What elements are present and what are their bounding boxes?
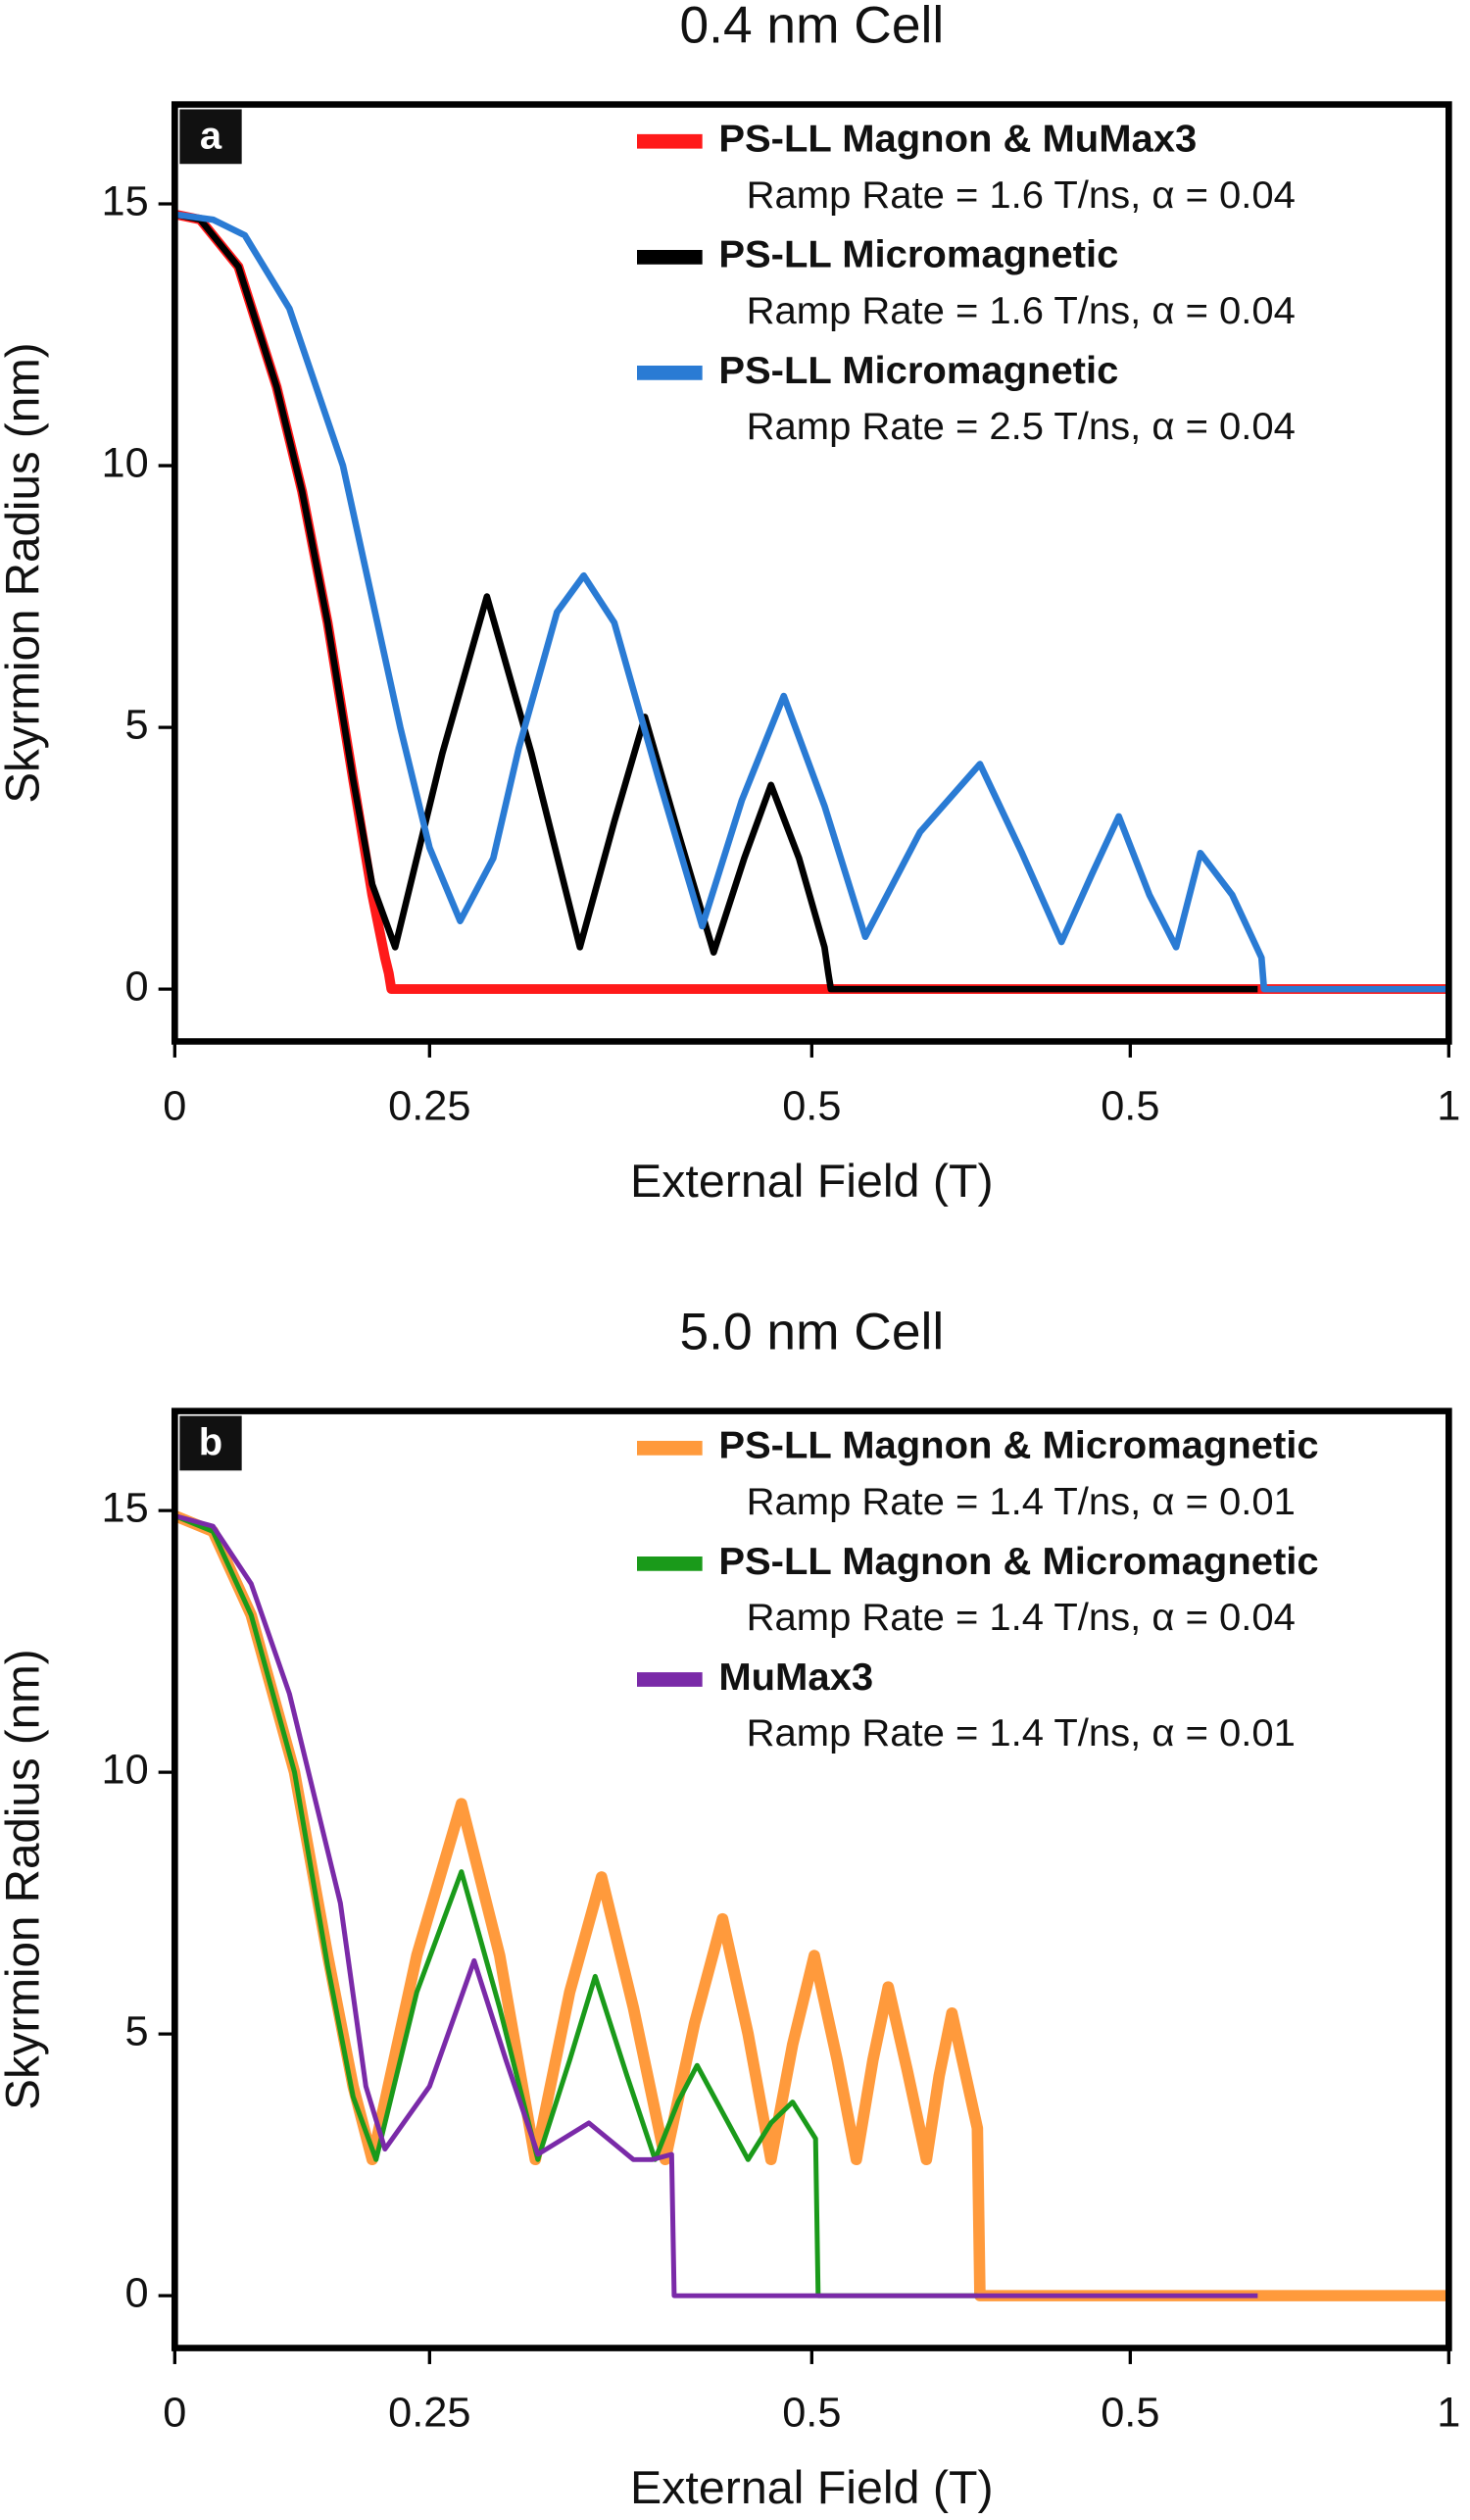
x-tick-label: 0.5 [1101, 2390, 1159, 2437]
legend-name: PS-LL Micromagnetic [718, 349, 1118, 392]
legend-details: Ramp Rate = 1.4 T/ns, α = 0.04 [747, 1596, 1296, 1639]
y-tick-label: 5 [125, 2008, 149, 2055]
y-tick-label: 15 [101, 1485, 148, 1532]
x-tick-label: 0.5 [782, 2390, 841, 2437]
legend-details: Ramp Rate = 1.4 T/ns, α = 0.01 [747, 1712, 1296, 1755]
legend-name: PS-LL Magnon & MuMax3 [718, 118, 1197, 161]
x-tick-label: 1 [1437, 1083, 1460, 1130]
y-tick-label: 10 [101, 1747, 148, 1794]
y-tick-label: 10 [101, 440, 148, 487]
x-tick-label: 0.25 [388, 2390, 470, 2437]
legend-details: Ramp Rate = 1.6 T/ns, α = 0.04 [747, 289, 1296, 332]
series-line [174, 211, 1258, 993]
panel-label-box [179, 1415, 242, 1471]
series-line [174, 1513, 1258, 2298]
y-tick-label: 0 [125, 964, 149, 1011]
legend-name: PS-LL Magnon & Micromagnetic [718, 1540, 1318, 1583]
y-axis-label: Skyrmion Radius (nm) [0, 1649, 50, 2109]
x-tick-label: 0.5 [782, 1083, 841, 1130]
series-line [174, 211, 1449, 993]
panel-label: a [200, 115, 222, 158]
x-tick-label: 0.25 [388, 1083, 470, 1130]
y-axis-label: Skyrmion Radius (nm) [0, 342, 50, 803]
legend-name: PS-LL Magnon & Micromagnetic [718, 1424, 1318, 1467]
legend-details: Ramp Rate = 2.5 T/ns, α = 0.04 [747, 405, 1296, 448]
x-axis-label: External Field (T) [630, 1156, 994, 1208]
legend-details: Ramp Rate = 1.4 T/ns, α = 0.01 [747, 1480, 1296, 1523]
y-tick-label: 0 [125, 2270, 149, 2317]
legend-name: MuMax3 [718, 1655, 873, 1699]
chart-title: 5.0 nm Cell [679, 1304, 944, 1361]
y-tick-label: 15 [101, 178, 148, 225]
plot-frame [172, 101, 1452, 1045]
x-axis-label: External Field (T) [630, 2462, 994, 2514]
plot-frame [172, 1408, 1452, 2351]
chart-title: 0.4 nm Cell [679, 0, 944, 54]
x-tick-label: 0.5 [1101, 1083, 1159, 1130]
y-tick-label: 5 [125, 702, 149, 749]
series-line [174, 1513, 978, 2298]
legend-details: Ramp Rate = 1.6 T/ns, α = 0.04 [747, 173, 1296, 217]
x-tick-label: 1 [1437, 2390, 1460, 2437]
x-tick-label: 0 [163, 2390, 186, 2437]
panel-label: b [199, 1421, 222, 1464]
x-tick-label: 0 [163, 1083, 186, 1130]
legend-name: PS-LL Micromagnetic [718, 233, 1118, 276]
panel-label-box [179, 109, 242, 165]
